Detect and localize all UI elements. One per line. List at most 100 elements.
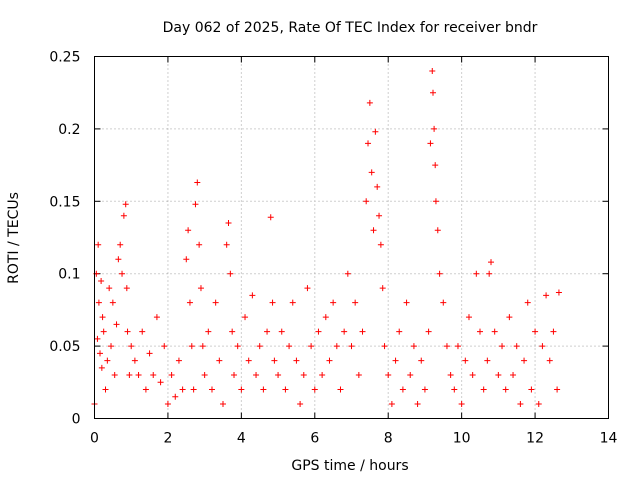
data-point <box>142 386 149 393</box>
data-point <box>216 357 223 364</box>
data-point <box>510 372 517 379</box>
data-point <box>477 328 483 335</box>
data-point <box>117 241 124 248</box>
data-point <box>223 241 230 248</box>
data-point <box>491 328 498 335</box>
data-point <box>157 379 164 386</box>
data-point <box>264 328 271 335</box>
data-point <box>122 201 129 208</box>
chart-title: Day 062 of 2025, Rate Of TEC Index for r… <box>163 20 538 36</box>
data-point <box>186 299 193 306</box>
data-point <box>469 372 476 379</box>
data-point <box>535 401 542 408</box>
data-point <box>225 220 232 227</box>
data-point <box>495 372 502 379</box>
data-point <box>150 372 157 379</box>
data-point <box>513 343 520 350</box>
x-tick-label: 6 <box>310 431 319 447</box>
data-point <box>363 198 370 205</box>
data-point <box>227 270 234 277</box>
data-point <box>278 328 285 335</box>
data-point <box>427 140 434 147</box>
data-point <box>315 328 322 335</box>
data-point <box>521 357 528 364</box>
data-point <box>451 386 458 393</box>
data-point <box>376 212 383 219</box>
x-tick-label: 4 <box>237 431 246 447</box>
y-tick-label: 0.25 <box>49 50 80 66</box>
data-point <box>462 357 469 364</box>
data-point <box>418 357 425 364</box>
data-point <box>554 386 561 393</box>
x-tick-label: 0 <box>90 431 99 447</box>
data-point <box>458 401 465 408</box>
data-point <box>95 241 102 248</box>
data-point <box>410 343 417 350</box>
data-point <box>220 401 226 408</box>
y-tick-label: 0 <box>72 412 81 428</box>
data-point <box>502 386 509 393</box>
data-point <box>425 328 432 335</box>
data-point <box>185 227 192 234</box>
data-point <box>385 372 392 379</box>
data-point <box>229 328 236 335</box>
y-tick-label: 0.05 <box>49 339 80 355</box>
x-tick-label: 8 <box>384 431 393 447</box>
data-point <box>135 372 142 379</box>
data-point <box>113 321 120 328</box>
data-point <box>480 386 487 393</box>
data-point <box>555 289 562 296</box>
data-point <box>126 372 133 379</box>
data-point <box>370 227 377 234</box>
data-point <box>98 364 105 371</box>
data-point <box>532 328 539 335</box>
data-point <box>111 372 118 379</box>
data-point <box>300 372 307 379</box>
data-point <box>528 386 535 393</box>
plot-frame <box>94 56 609 419</box>
data-point <box>175 357 182 364</box>
data-point <box>473 270 480 277</box>
data-point <box>102 386 109 393</box>
data-point <box>188 343 195 350</box>
data-point <box>168 372 175 379</box>
data-point <box>249 292 256 299</box>
data-point <box>99 314 106 321</box>
data-point <box>344 270 351 277</box>
data-point <box>94 335 101 342</box>
data-point <box>275 372 282 379</box>
x-axis-label: GPS time / hours <box>291 458 408 474</box>
data-point <box>488 259 495 266</box>
data-point <box>308 343 315 350</box>
data-point <box>348 343 355 350</box>
data-point <box>97 350 104 357</box>
data-point <box>115 256 122 263</box>
data-point <box>172 393 179 400</box>
data-point <box>234 343 241 350</box>
data-point <box>242 314 249 321</box>
data-point <box>377 241 384 248</box>
data-point <box>208 386 215 393</box>
data-point <box>293 357 300 364</box>
data-point <box>190 386 197 393</box>
data-point <box>436 270 443 277</box>
data-point <box>517 401 524 408</box>
data-point <box>183 256 190 263</box>
data-point <box>286 343 293 350</box>
data-point <box>120 212 127 219</box>
data-point <box>465 314 472 321</box>
data-point <box>484 357 491 364</box>
data-point <box>139 328 146 335</box>
data-point <box>372 128 379 135</box>
data-point <box>131 357 138 364</box>
data-point <box>486 270 493 277</box>
data-point <box>366 99 373 106</box>
data-point <box>124 328 131 335</box>
data-point <box>231 372 238 379</box>
data-point <box>432 198 439 205</box>
data-point <box>326 357 333 364</box>
data-point <box>388 401 395 408</box>
data-point <box>196 241 203 248</box>
x-tick-label: 10 <box>453 431 471 447</box>
data-point <box>368 169 375 176</box>
